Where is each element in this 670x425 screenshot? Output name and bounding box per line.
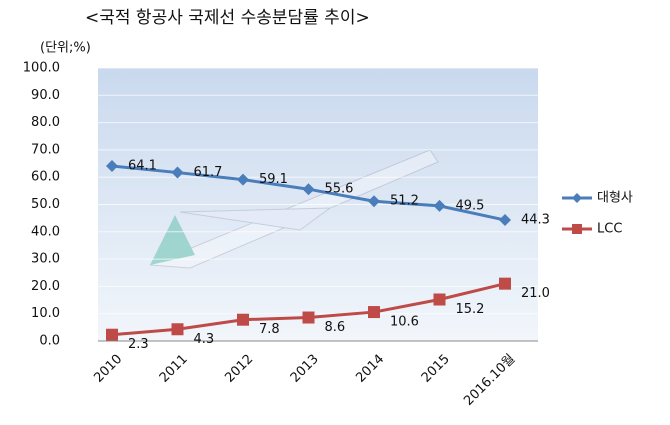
x-tick-label: 2015 bbox=[419, 352, 453, 386]
legend-marker bbox=[572, 224, 582, 234]
point-marker bbox=[302, 311, 315, 324]
y-tick-label: 30.0 bbox=[31, 252, 60, 267]
point-marker bbox=[171, 323, 184, 336]
data-label: 2.3 bbox=[128, 337, 149, 352]
point-marker bbox=[237, 173, 249, 186]
data-label: 15.2 bbox=[456, 302, 485, 317]
y-tick-label: 10.0 bbox=[31, 306, 60, 321]
data-label: 21.0 bbox=[521, 286, 550, 301]
data-label: 4.3 bbox=[194, 332, 215, 347]
point-marker bbox=[499, 277, 511, 290]
data-label: 59.1 bbox=[259, 172, 288, 187]
data-label: 8.6 bbox=[325, 320, 346, 335]
data-label: 51.2 bbox=[390, 194, 419, 209]
point-marker bbox=[499, 214, 511, 227]
y-tick-label: 100.0 bbox=[23, 61, 60, 76]
x-tick-label: 2011 bbox=[157, 352, 191, 386]
data-label: 61.7 bbox=[194, 165, 223, 180]
y-tick-label: 80.0 bbox=[31, 115, 60, 130]
legend-marker bbox=[572, 193, 582, 203]
airplane-image bbox=[149, 149, 439, 269]
x-tick-label: 2010 bbox=[91, 352, 125, 386]
point-marker bbox=[237, 313, 249, 326]
point-marker bbox=[106, 328, 118, 341]
legend-label: 대형사 bbox=[597, 191, 633, 206]
point-marker bbox=[302, 183, 315, 196]
y-tick-label: 90.0 bbox=[31, 88, 60, 103]
y-tick-label: 40.0 bbox=[31, 224, 60, 239]
y-tick-label: 50.0 bbox=[31, 197, 60, 212]
x-tick-label: 2014 bbox=[353, 352, 387, 386]
data-label: 44.3 bbox=[521, 213, 550, 228]
point-marker bbox=[368, 306, 380, 319]
y-tick-label: 60.0 bbox=[31, 170, 60, 185]
x-tick-label: 2013 bbox=[288, 352, 322, 386]
data-label: 64.1 bbox=[128, 159, 157, 174]
y-tick-label: 0.0 bbox=[39, 334, 60, 349]
chart-title: <국적 항공사 국제선 수송분담률 추이> bbox=[85, 8, 370, 28]
point-marker bbox=[433, 199, 446, 212]
point-marker bbox=[368, 195, 380, 208]
data-label: 55.6 bbox=[325, 182, 354, 197]
point-marker bbox=[106, 160, 118, 173]
data-label: 7.8 bbox=[259, 322, 280, 337]
y-tick-label: 70.0 bbox=[31, 142, 60, 157]
unit-label: (단위;%) bbox=[40, 41, 91, 56]
x-tick-label: 2016.10월 bbox=[461, 352, 518, 409]
point-marker bbox=[171, 166, 184, 179]
data-label: 49.5 bbox=[456, 198, 485, 213]
y-tick-label: 20.0 bbox=[31, 279, 60, 294]
data-label: 10.6 bbox=[390, 315, 419, 330]
legend-label: LCC bbox=[597, 222, 622, 237]
point-marker bbox=[433, 293, 446, 306]
x-tick-label: 2012 bbox=[222, 352, 256, 386]
